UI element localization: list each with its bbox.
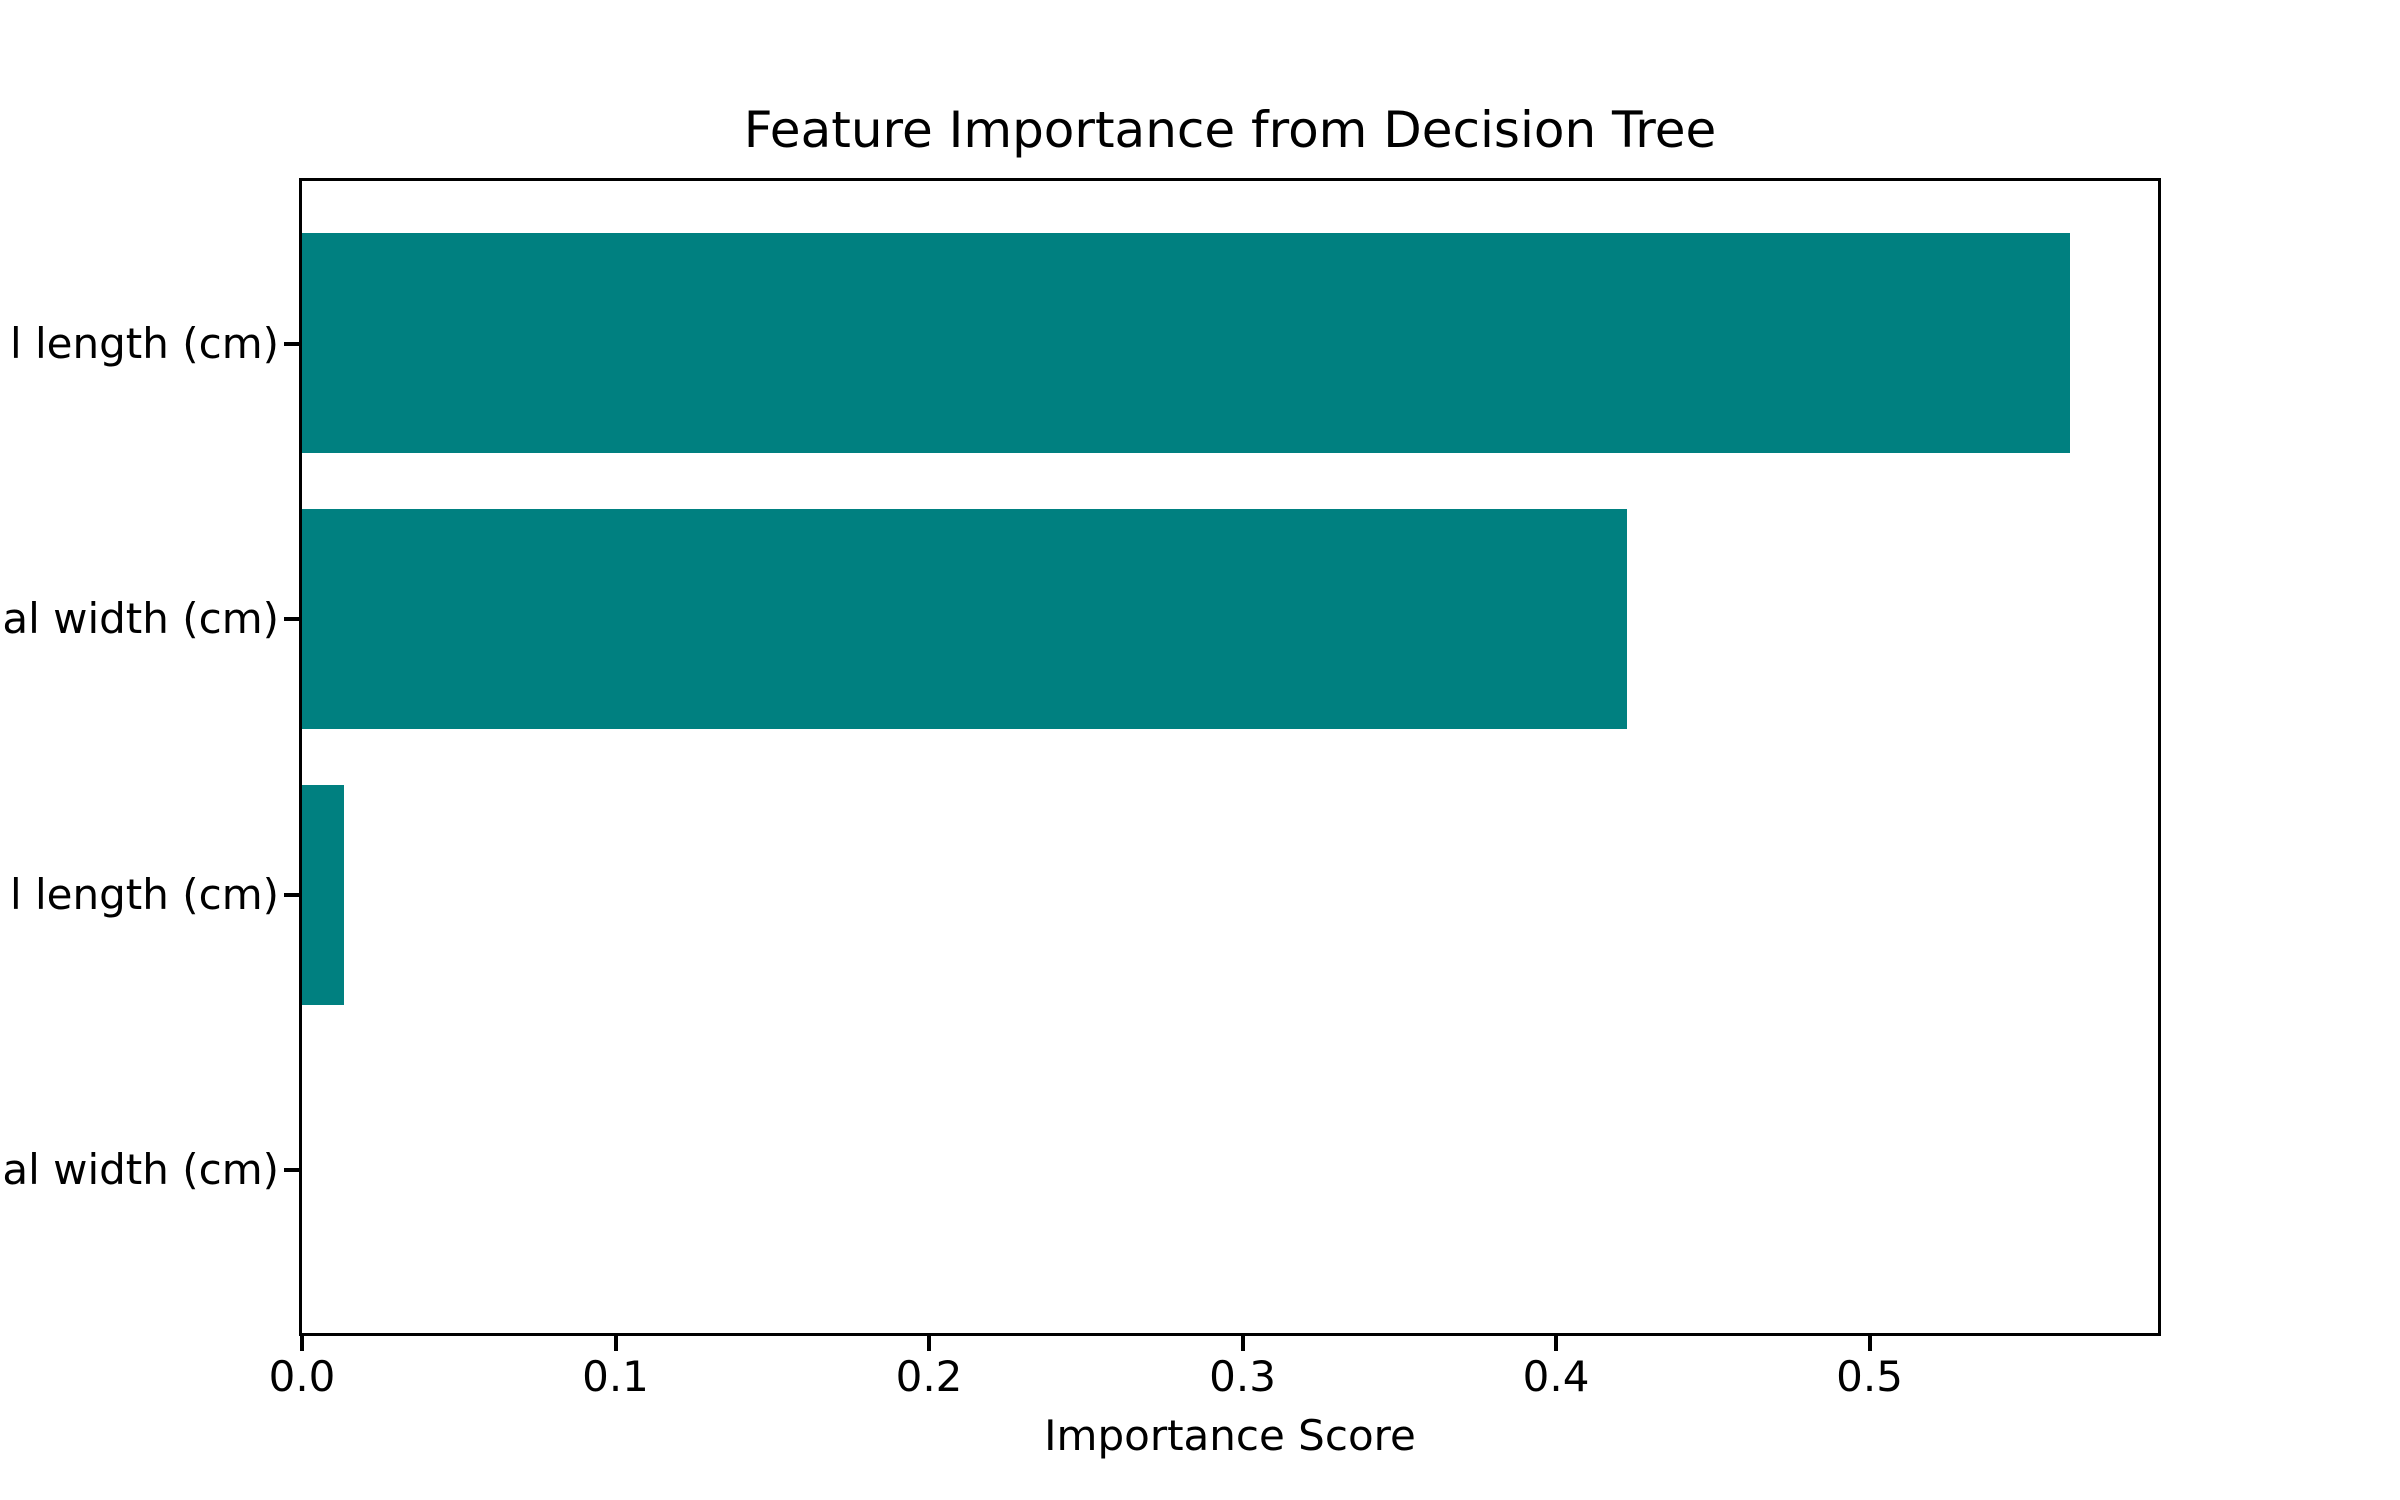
y-tick-label: al width (cm) (2, 594, 279, 644)
x-tick-label: 0.2 (895, 1352, 963, 1401)
x-tick-mark (1867, 1336, 1872, 1351)
y-tick-label: al width (cm) (2, 1145, 279, 1195)
x-tick-label: 0.1 (582, 1352, 649, 1401)
x-tick-mark (927, 1336, 932, 1351)
x-tick-label: 0.5 (1836, 1352, 1903, 1401)
chart-title: Feature Importance from Decision Tree (743, 101, 1717, 159)
x-tick-mark (613, 1336, 618, 1351)
y-tick-mark (284, 1168, 299, 1173)
bar (302, 508, 1627, 729)
y-tick-label: l length (cm) (9, 318, 279, 368)
y-tick-mark (284, 892, 299, 897)
y-tick-mark (284, 341, 299, 346)
x-tick-label: 0.4 (1522, 1352, 1590, 1401)
x-tick-mark (1554, 1336, 1559, 1351)
x-tick-label: 0.3 (1209, 1352, 1276, 1401)
bar (302, 233, 2070, 454)
x-tick-mark (300, 1336, 304, 1351)
y-tick-label: l length (cm) (9, 869, 279, 919)
x-tick-label: 0.0 (268, 1352, 336, 1401)
x-tick-mark (1240, 1336, 1245, 1351)
bar (302, 784, 344, 1005)
y-tick-mark (284, 617, 299, 622)
x-axis-label: Importance Score (1044, 1411, 1416, 1460)
